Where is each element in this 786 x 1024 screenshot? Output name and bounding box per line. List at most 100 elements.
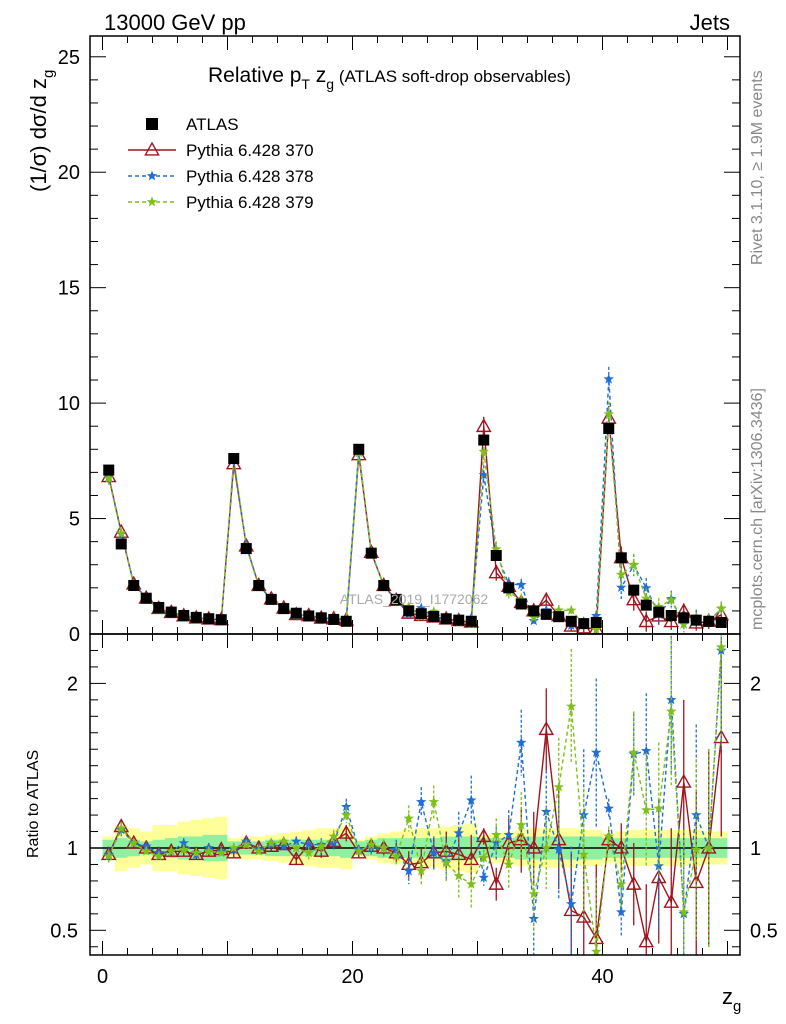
ratio-point-p378 [453, 827, 464, 838]
ratio-point-p379 [591, 946, 602, 955]
main-point-p379 [553, 604, 564, 615]
ratio-point-p379 [328, 831, 339, 841]
x-tick-label: 40 [591, 966, 613, 988]
ratio-point-p379 [303, 847, 314, 858]
main-point-p379 [628, 559, 639, 570]
ratio-point-p370 [638, 933, 655, 948]
atlas-data-point [415, 608, 427, 620]
atlas-data-point [253, 580, 265, 592]
ratio-point-p370 [563, 902, 580, 917]
atlas-data-point [615, 552, 627, 564]
ratio-tick-label: 2 [67, 673, 78, 695]
ratio-point-p379 [516, 819, 527, 830]
ratio-point-p379 [503, 859, 514, 869]
atlas-data-point [278, 603, 290, 615]
ratio-point-p379 [428, 796, 439, 807]
ratio-point-p370 [463, 851, 480, 866]
ratio-point-p370 [363, 837, 380, 852]
ratio-tick-label: 0.5 [50, 920, 78, 942]
main-point-p378 [478, 469, 489, 480]
ratio-point-p370 [488, 875, 505, 890]
main-point-p370 [475, 418, 492, 433]
atlas-data-point [690, 614, 702, 626]
ratio-point-p378 [366, 842, 377, 853]
main-point-p379 [678, 618, 689, 629]
ratio-point-p379 [466, 878, 477, 889]
ratio-point-p379 [128, 837, 139, 848]
x-tick-label: 20 [341, 966, 363, 988]
ratio-point-p379 [316, 840, 327, 851]
main-point-p379 [566, 604, 577, 615]
atlas-data-point [478, 434, 490, 446]
main-point-p370 [488, 564, 505, 579]
main-point-p378 [616, 582, 627, 592]
atlas-data-point [290, 607, 302, 619]
atlas-data-point [565, 615, 577, 627]
ratio-point-p379 [241, 839, 252, 850]
ratio-point-p370 [663, 893, 680, 908]
ratio-tick-label-right: 0.5 [750, 920, 778, 942]
y-tick-label: 10 [58, 393, 80, 415]
ratio-point-p378 [566, 898, 577, 909]
ratio-point-p379 [253, 845, 264, 856]
ratio-point-p379 [391, 850, 402, 861]
main-point-p379 [528, 611, 539, 622]
main-point-p379 [616, 569, 627, 579]
ratio-point-p378 [541, 806, 552, 817]
legend-label-p370: Pythia 6.428 370 [186, 141, 314, 160]
ratio-point-p379 [116, 822, 127, 833]
ratio-point-p379 [178, 844, 189, 855]
main-point-p378 [528, 615, 539, 626]
atlas-data-point [103, 464, 115, 476]
ratio-point-p379 [478, 852, 489, 863]
main-point-p379 [103, 472, 114, 483]
ratio-point-p370 [450, 846, 467, 861]
atlas-data-point [515, 598, 527, 610]
atlas-data-point [328, 613, 340, 625]
ratio-point-p370 [325, 832, 342, 848]
atlas-data-point [465, 615, 477, 627]
legend-label-atlas: ATLAS [186, 115, 239, 134]
ratio-point-p379 [653, 803, 664, 813]
atlas-data-point [403, 605, 415, 617]
ratio-point-p379 [716, 641, 727, 652]
ratio-point-p378 [491, 837, 502, 848]
atlas-data-point [553, 611, 565, 623]
ratio-point-p378 [478, 872, 489, 883]
ratio-point-p379 [603, 831, 614, 841]
atlas-data-point [228, 453, 240, 465]
main-point-p379 [116, 527, 127, 538]
analysis-watermark: ATLAS_2019_I1772062 [340, 591, 489, 607]
atlas-data-point [428, 610, 440, 622]
ratio-point-p370 [538, 721, 555, 736]
ratio-point-p370 [238, 834, 255, 849]
ratio-point-p379 [441, 857, 452, 868]
ratio-point-p370 [313, 842, 330, 857]
ratio-y-axis-label: Ratio to ATLAS [25, 750, 42, 858]
atlas-data-point [315, 612, 327, 624]
atlas-data-point [578, 618, 590, 630]
ratio-tick-label: 1 [67, 838, 78, 860]
atlas-data-point [140, 592, 152, 604]
ratio-point-p378 [616, 906, 627, 917]
atlas-data-point [390, 593, 402, 605]
ratio-point-p379 [203, 845, 214, 856]
ratio-point-p379 [616, 878, 627, 889]
legend: ATLAS Pythia 6.428 370 Pythia 6.428 378 Pyt… [128, 115, 314, 212]
y-tick-label: 20 [58, 162, 80, 184]
legend-marker-p378 [146, 170, 158, 181]
atlas-data-point [178, 610, 190, 622]
ratio-point-p370 [575, 908, 592, 923]
y-tick-label: 25 [58, 47, 80, 69]
main-point-p379 [478, 446, 489, 457]
legend-marker-p379 [146, 196, 158, 207]
main-point-p379 [491, 543, 502, 554]
ratio-point-p379 [403, 812, 414, 823]
atlas-data-point [203, 613, 215, 625]
atlas-data-point [715, 616, 727, 628]
ratio-point-p378 [178, 837, 189, 848]
ratio-line-p378 [108, 650, 722, 919]
ratio-point-p379 [166, 845, 177, 856]
ratio-point-p379 [141, 845, 152, 856]
